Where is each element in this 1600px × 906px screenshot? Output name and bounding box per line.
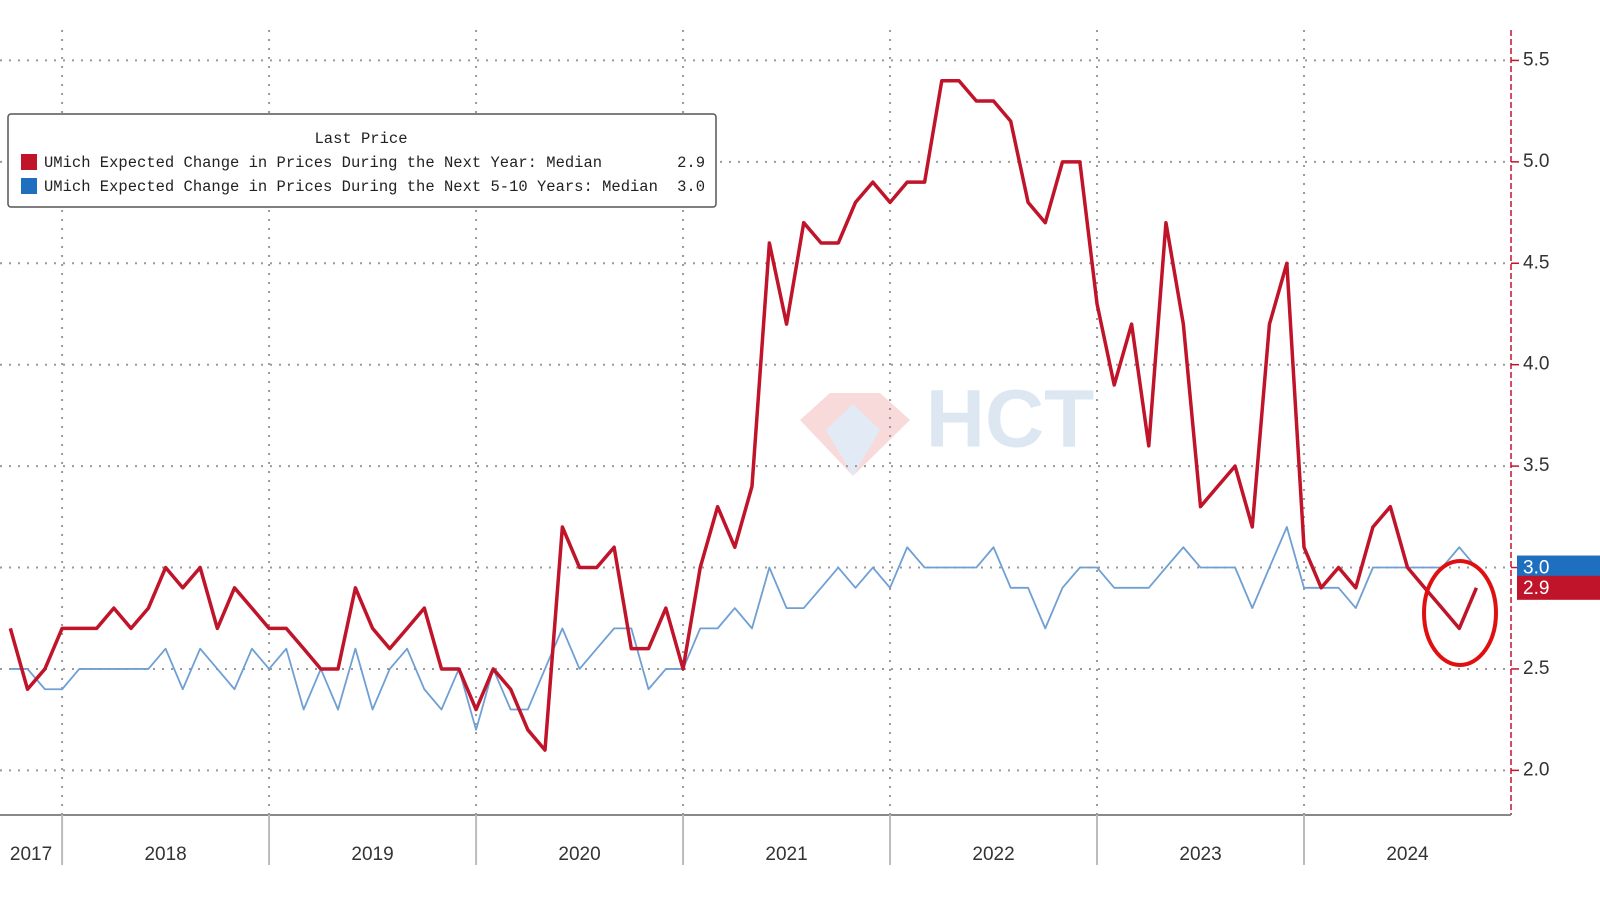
x-tick-label: 2019: [351, 844, 393, 865]
watermark-logo: [800, 393, 910, 476]
legend-value: 2.9: [677, 154, 705, 172]
legend-value: 3.0: [677, 178, 705, 196]
legend-swatch: [21, 178, 37, 194]
y-tick-label: 2.5: [1523, 658, 1549, 679]
legend-title: Last Price: [314, 130, 407, 148]
x-tick-label: 2022: [972, 844, 1014, 865]
x-tick-label: 2020: [558, 844, 600, 865]
y-tick-label: 4.0: [1523, 354, 1549, 375]
highlight-circle: [1422, 559, 1498, 667]
legend-box: [7, 113, 717, 208]
series-line: [8, 78, 1479, 752]
legend-label: UMich Expected Change in Prices During t…: [44, 154, 602, 172]
legend-label: UMich Expected Change in Prices During t…: [44, 178, 658, 196]
watermark-logo: [826, 404, 880, 476]
last-value-tag: [1517, 555, 1600, 580]
y-tick-label: 5.0: [1523, 151, 1549, 172]
legend: Last Price UMich Expected Change in Price…: [7, 113, 717, 208]
series-line: [10, 526, 1478, 731]
x-tick-label: 2017: [10, 844, 52, 865]
y-tick-label: 5.5: [1523, 49, 1549, 70]
legend-swatch: [21, 154, 37, 170]
x-tick-label: 2023: [1179, 844, 1221, 865]
watermark-text: HCT: [926, 374, 1095, 465]
last-value-label: 2.9: [1523, 578, 1549, 599]
last-value-label: 3.0: [1523, 558, 1549, 579]
last-value-tag: [1517, 575, 1600, 600]
watermark: HCT: [800, 374, 1094, 476]
y-tick-label: 4.5: [1523, 252, 1549, 273]
x-tick-label: 2021: [765, 844, 807, 865]
x-tick-label: 2018: [144, 844, 186, 865]
x-tick-label: 2024: [1386, 844, 1429, 865]
y-tick-label: 3.5: [1523, 455, 1549, 476]
y-tick-label: 2.0: [1523, 759, 1549, 780]
